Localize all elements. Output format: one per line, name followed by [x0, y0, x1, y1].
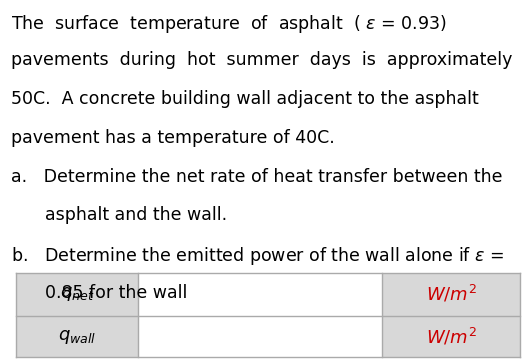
Bar	[16, 316, 138, 357]
Text: 50C.  A concrete building wall adjacent to the asphalt: 50C. A concrete building wall adjacent t…	[11, 90, 478, 108]
Text: The  surface  temperature  of  asphalt  ( $\varepsilon$ = 0.93): The surface temperature of asphalt ( $\v…	[11, 13, 446, 34]
Bar	[138, 316, 382, 357]
Text: pavements  during  hot  summer  days  is  approximately: pavements during hot summer days is appr…	[11, 51, 512, 69]
Text: $q_{wall}$: $q_{wall}$	[58, 327, 96, 346]
Bar	[138, 273, 382, 316]
Text: b.   Determine the emitted power of the wall alone if $\varepsilon$ =: b. Determine the emitted power of the wa…	[11, 245, 504, 267]
Text: $q_{net}$: $q_{net}$	[60, 285, 94, 303]
Bar	[382, 316, 520, 357]
Bar	[382, 273, 520, 316]
Bar	[16, 273, 138, 316]
Text: a.   Determine the net rate of heat transfer between the: a. Determine the net rate of heat transf…	[11, 168, 502, 186]
Text: 0.85 for the wall: 0.85 for the wall	[45, 284, 187, 302]
Text: asphalt and the wall.: asphalt and the wall.	[45, 206, 227, 224]
Text: $W/m^2$: $W/m^2$	[426, 326, 477, 347]
Text: $W/m^2$: $W/m^2$	[426, 284, 477, 305]
Text: pavement has a temperature of 40C.: pavement has a temperature of 40C.	[11, 129, 335, 147]
